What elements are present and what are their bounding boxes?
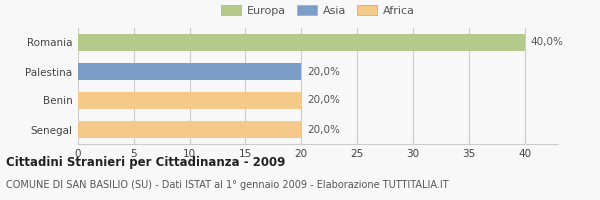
Text: 40,0%: 40,0% xyxy=(530,38,563,47)
Bar xyxy=(78,92,301,109)
Bar xyxy=(78,34,524,51)
Bar xyxy=(78,121,301,138)
Text: 20,0%: 20,0% xyxy=(307,124,340,134)
Text: COMUNE DI SAN BASILIO (SU) - Dati ISTAT al 1° gennaio 2009 - Elaborazione TUTTIT: COMUNE DI SAN BASILIO (SU) - Dati ISTAT … xyxy=(6,180,449,190)
Bar xyxy=(78,63,301,80)
Text: 20,0%: 20,0% xyxy=(307,66,340,76)
Legend: Europa, Asia, Africa: Europa, Asia, Africa xyxy=(217,0,419,20)
Text: 20,0%: 20,0% xyxy=(307,96,340,106)
Text: Cittadini Stranieri per Cittadinanza - 2009: Cittadini Stranieri per Cittadinanza - 2… xyxy=(6,156,286,169)
